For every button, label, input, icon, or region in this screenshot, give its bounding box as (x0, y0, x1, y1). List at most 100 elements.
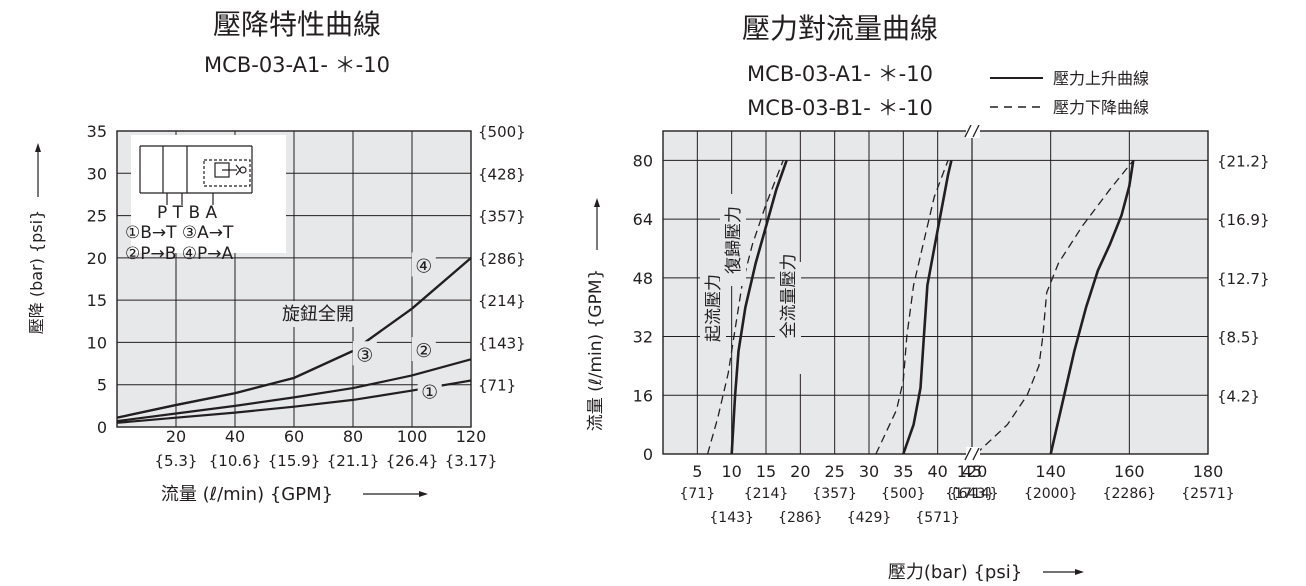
x-tick-label: 30 (859, 462, 879, 481)
y-tick-secondary-label: {12.7} (1217, 270, 1270, 288)
fall-curve-4 (875, 160, 949, 455)
y-tick-secondary-label: {428} (478, 165, 526, 183)
x-tick-secondary-label: {643} (950, 486, 995, 502)
x-tick-secondary-label: {286} (778, 510, 823, 526)
chart-1-ylabel-arrow (35, 143, 41, 197)
legend-model-1: MCB-03-A1- ＊-10 (747, 62, 933, 86)
x-tick-secondary-label: {71} (680, 486, 716, 502)
y-tick-secondary-label: {357} (478, 208, 526, 226)
x-tick-secondary-label: {571} (915, 510, 960, 526)
chart-2-ylabel-arrow (594, 198, 600, 250)
chart-1-xlabel-arrow (363, 491, 428, 497)
x-tick-label: 60 (284, 427, 304, 446)
x-tick-label: 120 (957, 462, 988, 481)
x-tick-label: 120 (456, 427, 487, 446)
chart-2-xlabel-arrow (1043, 569, 1084, 575)
y-tick-label: 0 (97, 418, 107, 437)
inset-legend-line-1: ①B→T ③A→T (125, 223, 234, 243)
rise-curve-3 (902, 160, 953, 455)
x-tick-secondary-label: {5.3} (155, 452, 198, 470)
y-tick-secondary-label: {286} (478, 250, 526, 268)
chart-1-title: 壓降特性曲線 (213, 8, 381, 41)
y-tick-label: 10 (87, 333, 107, 352)
y-tick-secondary-label: {143} (478, 334, 526, 352)
y-tick-label: 16 (633, 386, 653, 405)
x-tick-secondary-label: {15.9} (268, 452, 321, 470)
x-tick-secondary-label: {1714} (945, 486, 998, 502)
x-tick-label: 5 (692, 462, 702, 481)
y-tick-secondary-label: {21.2} (1217, 152, 1270, 170)
x-tick-secondary-label: {429} (847, 510, 892, 526)
x-tick-label: 10 (721, 462, 741, 481)
y-tick-label: 0 (643, 445, 653, 464)
fall-curve-6 (975, 159, 1134, 455)
x-tick-label: 20 (790, 462, 810, 481)
chart-1-xlabel: 流量 (ℓ/min) {GPM} (161, 484, 333, 505)
rotated-annotations: 起流壓力 復歸壓力 全流量壓力 (700, 194, 801, 374)
pressure-drop-chart: 壓降特性曲線 MCB-03-A1- ＊-10 (27, 8, 526, 505)
x-tick-secondary-label: {21.1} (327, 452, 380, 470)
x-tick-label: 40 (927, 462, 947, 481)
x-tick-label: 35 (893, 462, 913, 481)
y-tick-label: 15 (87, 291, 107, 310)
chart-1-ylabel: 壓降 (bar) {psi} (27, 210, 46, 335)
fall-curve-2 (706, 160, 784, 455)
chart-2-frame (662, 130, 1209, 455)
x-tick-label: 180 (1193, 462, 1224, 481)
annotation-full-flow-pressure: 全流量壓力 (779, 254, 799, 339)
rise-curve-5 (1049, 160, 1135, 455)
chart-1-subtitle: MCB-03-A1- ＊-10 (204, 53, 390, 77)
chart-2-xlabel: 壓力(bar) {psi} (888, 562, 1022, 583)
y-tick-label: 64 (633, 210, 653, 229)
x-tick-label: 40 (225, 427, 245, 446)
y-tick-secondary-label: {500} (478, 123, 526, 141)
x-tick-secondary-label: {214} (744, 486, 789, 502)
legend-fall-label: 壓力下降曲線 (1053, 98, 1149, 117)
y-tick-label: 80 (633, 151, 653, 170)
knob-annotation: 旋鈕全開 (282, 304, 354, 325)
x-tick-secondary-label: {2286} (1103, 486, 1156, 502)
annotation-start-pressure: 起流壓力 (704, 274, 724, 342)
chart-1-grid (117, 131, 471, 427)
chart-1-frame (116, 130, 472, 428)
inset-legend-line-2: ②P→B ④P→A (125, 244, 234, 264)
series-label-bg (352, 341, 377, 366)
x-tick-secondary-label: {357} (812, 486, 857, 502)
series-label-1: ① (421, 381, 438, 403)
x-tick-secondary-label: {3.17} (445, 452, 498, 470)
legend-rise-entry: 壓力上升曲線 (990, 69, 1149, 88)
chart-1-ticks: 20{5.3}40{10.6}60{15.9}80{21.1}100{26.4}… (87, 122, 526, 470)
y-tick-secondary-label: {71} (478, 377, 516, 395)
x-tick-label: 20 (166, 427, 186, 446)
chart-2-ylabel: 流量 (ℓ/min) {GPM} (586, 269, 606, 432)
x-tick-secondary-label: {500} (881, 486, 926, 502)
inset-background (131, 135, 286, 253)
annotation-bg (268, 301, 368, 327)
legend-model-2: MCB-03-B1- ＊-10 (747, 96, 933, 120)
x-tick-label: 25 (824, 462, 844, 481)
x-tick-label: 140 (1035, 462, 1066, 481)
y-tick-label: 32 (633, 328, 653, 347)
y-tick-secondary-label: {4.2} (1217, 387, 1260, 405)
legend-fall-entry: 壓力下降曲線 (990, 98, 1149, 117)
valve-symbol-inset: P T B A ①B→T ③A→T ②P→B ④P→A (125, 135, 286, 264)
chart-1-series (116, 257, 472, 424)
series-label-bg (411, 252, 436, 277)
y-tick-secondary-label: {16.9} (1217, 211, 1270, 229)
chart-2-plot-background (663, 131, 1208, 454)
chart-1-series-labels: ① ② ③ ④ (268, 252, 442, 403)
chart-2-series (706, 159, 1135, 455)
x-tick-label: 80 (343, 427, 363, 446)
y-tick-label: 5 (97, 376, 107, 395)
x-tick-secondary-label: {143} (709, 510, 754, 526)
pressure-flow-chart: 壓力對流量曲線 MCB-03-A1- ＊-10 MCB-03-B1- ＊-10 … (586, 12, 1270, 583)
x-tick-secondary-label: {2571} (1181, 486, 1234, 502)
x-tick-label: 15 (756, 462, 776, 481)
rise-curve-1 (730, 159, 788, 455)
x-tick-secondary-label: {2000} (1024, 486, 1077, 502)
x-tick-secondary-label: {26.4} (386, 452, 439, 470)
series-label-4: ④ (415, 255, 432, 277)
y-tick-label: 20 (87, 249, 107, 268)
y-tick-label: 25 (87, 207, 107, 226)
x-tick-label: 160 (1114, 462, 1145, 481)
